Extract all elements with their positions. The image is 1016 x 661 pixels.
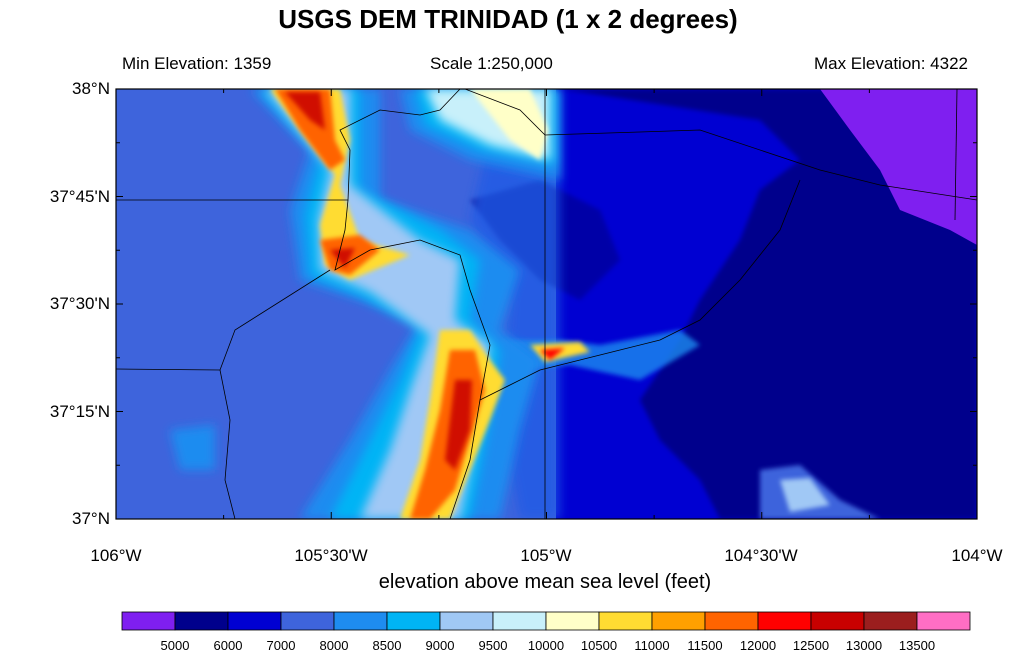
colorbar-label: 9500 [478,638,508,653]
colorbar-swatch [598,611,653,631]
colorbar-swatch [810,611,865,631]
colorbar-swatch [121,611,176,631]
lat-label-37-30: 37°30'N [49,294,110,313]
colorbar-swatch [492,611,547,631]
colorbar-label: 12000 [739,638,777,653]
colorbar-label: 11000 [634,638,670,653]
lat-label-38: 38°N [72,79,110,98]
lat-label-37-45: 37°45'N [49,187,110,206]
colorbar-label: 6000 [213,638,243,653]
colorbar [121,611,971,631]
colorbar-label: 11500 [687,638,723,653]
colorbar-swatch [704,611,759,631]
x-axis-title: elevation above mean sea level (feet) [378,571,712,593]
colorbar-swatch [174,611,229,631]
elevation-raster [116,89,977,519]
colorbar-label: 10000 [527,638,565,653]
colorbar-swatch [863,611,918,631]
colorbar-label: 8500 [372,638,402,653]
lon-label-104: 104°W [951,546,1003,565]
colorbar-label: 10500 [580,638,618,653]
min-elevation-label: Min Elevation: 1359 [122,54,272,73]
colorbar-swatch [916,611,971,631]
colorbar-label: 5000 [160,638,190,653]
colorbar-swatch [439,611,494,631]
colorbar-swatch [651,611,706,631]
colorbar-label: 13500 [898,638,936,653]
colorbar-swatch [333,611,388,631]
scale-label: Scale 1:250,000 [430,54,553,73]
map-title: USGS DEM TRINIDAD (1 x 2 degrees) [278,4,738,34]
colorbar-swatch [280,611,335,631]
lon-label-104-30: 104°30'W [724,546,798,565]
colorbar-swatch [386,611,441,631]
colorbar-swatch [545,611,600,631]
lon-label-106: 106°W [90,546,142,565]
colorbar-label: 12500 [792,638,830,653]
lat-label-37: 37°N [72,509,110,528]
colorbar-label: 13000 [845,638,883,653]
lon-label-105: 105°W [520,546,572,565]
colorbar-swatch [757,611,812,631]
max-elevation-label: Max Elevation: 4322 [813,54,968,73]
boundary-lines [116,89,977,519]
colorbar-label: 8000 [319,638,349,653]
colorbar-label: 9000 [425,638,455,653]
lon-label-105-30: 105°30'W [294,546,368,565]
colorbar-label: 7000 [266,638,296,653]
colorbar-swatch [227,611,282,631]
lat-label-37-15: 37°15'N [49,402,110,421]
